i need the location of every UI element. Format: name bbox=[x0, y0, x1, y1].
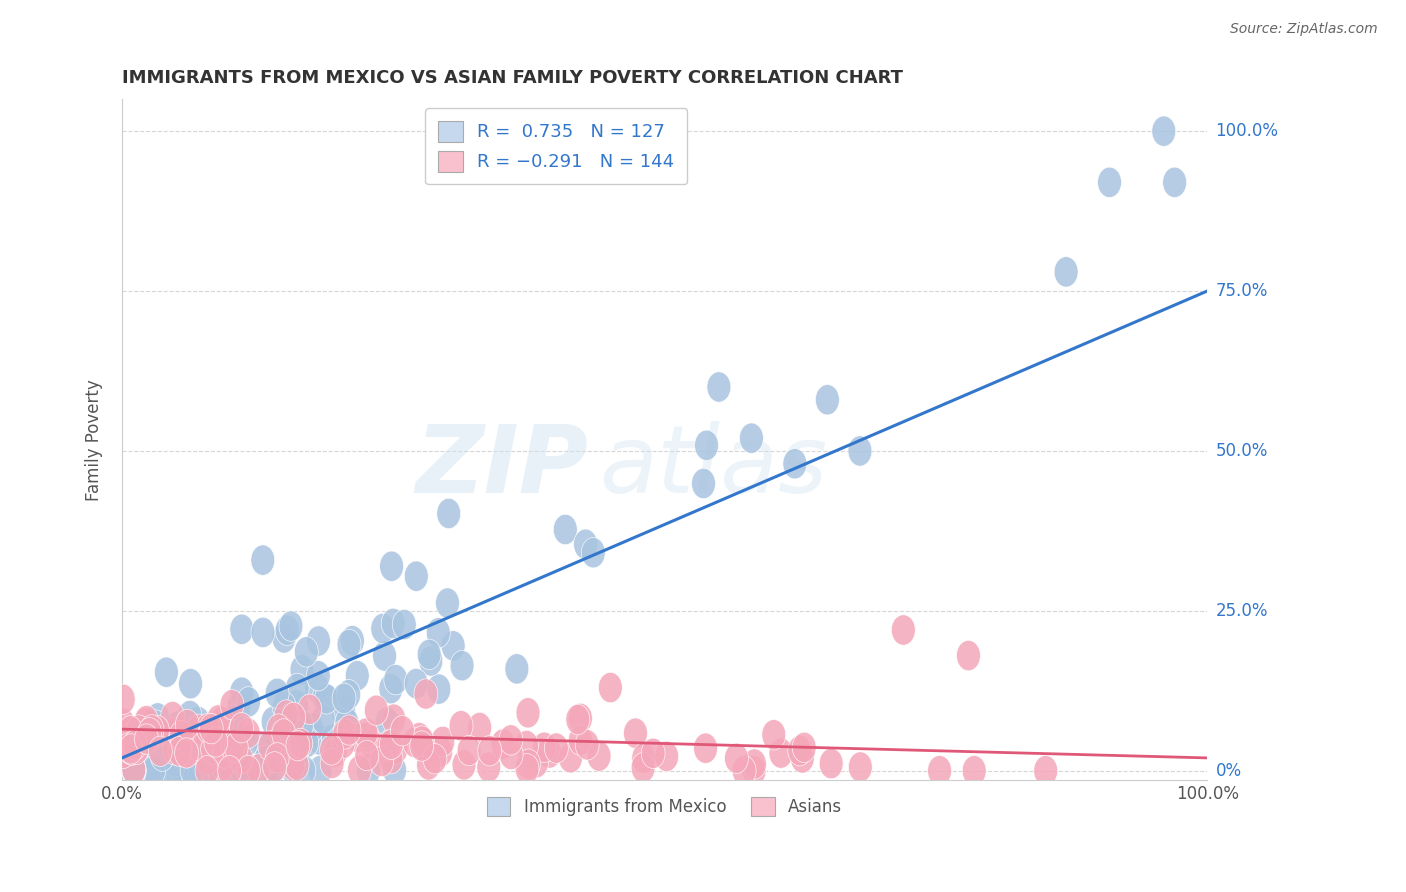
Text: 0%: 0% bbox=[1216, 762, 1241, 780]
Text: 25.0%: 25.0% bbox=[1216, 602, 1268, 620]
Y-axis label: Family Poverty: Family Poverty bbox=[86, 379, 103, 500]
Text: IMMIGRANTS FROM MEXICO VS ASIAN FAMILY POVERTY CORRELATION CHART: IMMIGRANTS FROM MEXICO VS ASIAN FAMILY P… bbox=[122, 69, 903, 87]
Text: Source: ZipAtlas.com: Source: ZipAtlas.com bbox=[1230, 22, 1378, 37]
Text: 100.0%: 100.0% bbox=[1216, 122, 1278, 140]
Legend: Immigrants from Mexico, Asians: Immigrants from Mexico, Asians bbox=[481, 790, 849, 823]
Text: atlas: atlas bbox=[599, 422, 828, 513]
Text: 50.0%: 50.0% bbox=[1216, 442, 1268, 460]
Text: 75.0%: 75.0% bbox=[1216, 282, 1268, 300]
Text: ZIP: ZIP bbox=[416, 421, 589, 513]
